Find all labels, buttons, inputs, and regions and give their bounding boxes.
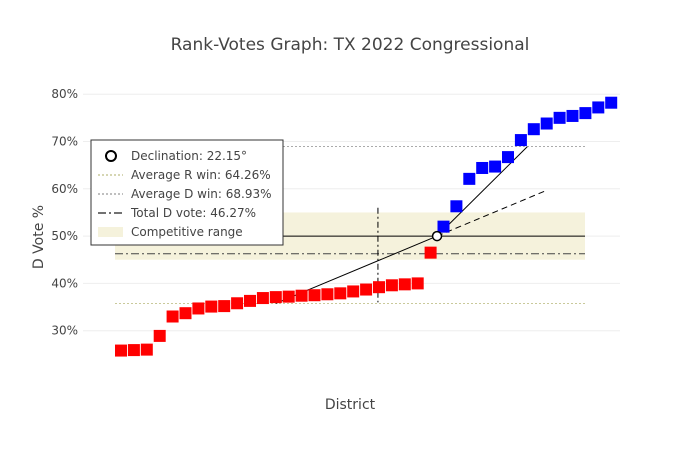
r-district-marker-8 xyxy=(205,301,217,313)
r-district-marker-9 xyxy=(218,300,230,312)
r-district-marker-6 xyxy=(180,307,192,319)
r-district-marker-20 xyxy=(360,284,372,296)
d-district-marker-29 xyxy=(476,162,488,174)
r-district-marker-21 xyxy=(373,281,385,293)
r-district-marker-13 xyxy=(270,291,282,303)
r-district-marker-7 xyxy=(192,302,204,314)
r-district-marker-19 xyxy=(347,285,359,297)
d-district-marker-30 xyxy=(489,161,501,173)
r-district-marker-3 xyxy=(141,344,153,356)
r-district-marker-18 xyxy=(334,287,346,299)
y-tick-labels: 30% 40% 50% 60% 70% 80% xyxy=(51,87,78,338)
y-tick-label: 40% xyxy=(51,276,78,290)
d-district-marker-37 xyxy=(579,107,591,119)
d-district-marker-32 xyxy=(515,134,527,146)
legend-entry-label: Average D win: 68.93% xyxy=(131,187,272,201)
declination-point-marker xyxy=(433,232,442,241)
d-district-marker-28 xyxy=(463,173,475,185)
r-district-marker-24 xyxy=(412,277,424,289)
r-district-marker-1 xyxy=(115,345,127,357)
legend-competitive-symbol xyxy=(98,227,123,237)
d-district-marker-39 xyxy=(605,97,617,109)
r-district-marker-4 xyxy=(154,330,166,342)
legend-entry-label: Average R win: 64.26% xyxy=(131,168,271,182)
r-district-marker-5 xyxy=(167,311,179,323)
d-district-marker-27 xyxy=(450,200,462,212)
chart-title: Rank-Votes Graph: TX 2022 Congressional xyxy=(171,35,530,55)
r-district-marker-11 xyxy=(244,295,256,307)
r-district-marker-10 xyxy=(231,297,243,309)
y-tick-label: 80% xyxy=(51,87,78,101)
r-district-marker-17 xyxy=(321,288,333,300)
legend: Declination: 22.15° Average R win: 64.26%… xyxy=(91,140,283,245)
y-tick-label: 70% xyxy=(51,134,78,148)
r-district-marker-22 xyxy=(386,279,398,291)
legend-entry-label: Declination: 22.15° xyxy=(131,149,247,163)
d-district-marker-38 xyxy=(592,101,604,113)
y-axis-label: D Vote % xyxy=(31,205,47,269)
r-district-marker-23 xyxy=(399,278,411,290)
d-district-marker-31 xyxy=(502,151,514,163)
r-district-marker-25 xyxy=(425,247,437,259)
r-district-marker-12 xyxy=(257,292,269,304)
d-district-marker-26 xyxy=(438,221,450,233)
r-district-marker-16 xyxy=(309,289,321,301)
r-district-marker-14 xyxy=(283,291,295,303)
x-axis-label: District xyxy=(325,397,376,413)
y-tick-label: 50% xyxy=(51,229,78,243)
y-tick-label: 60% xyxy=(51,182,78,196)
d-district-marker-33 xyxy=(528,123,540,135)
d-district-marker-34 xyxy=(541,118,553,130)
y-tick-label: 30% xyxy=(51,324,78,338)
r-district-marker-15 xyxy=(296,290,308,302)
legend-declination-symbol xyxy=(106,151,116,161)
d-district-marker-36 xyxy=(567,110,579,122)
r-district-marker-2 xyxy=(128,344,140,356)
d-district-marker-35 xyxy=(554,112,566,124)
legend-entry-label: Total D vote: 46.27% xyxy=(130,206,256,220)
legend-entry-label: Competitive range xyxy=(131,225,243,239)
